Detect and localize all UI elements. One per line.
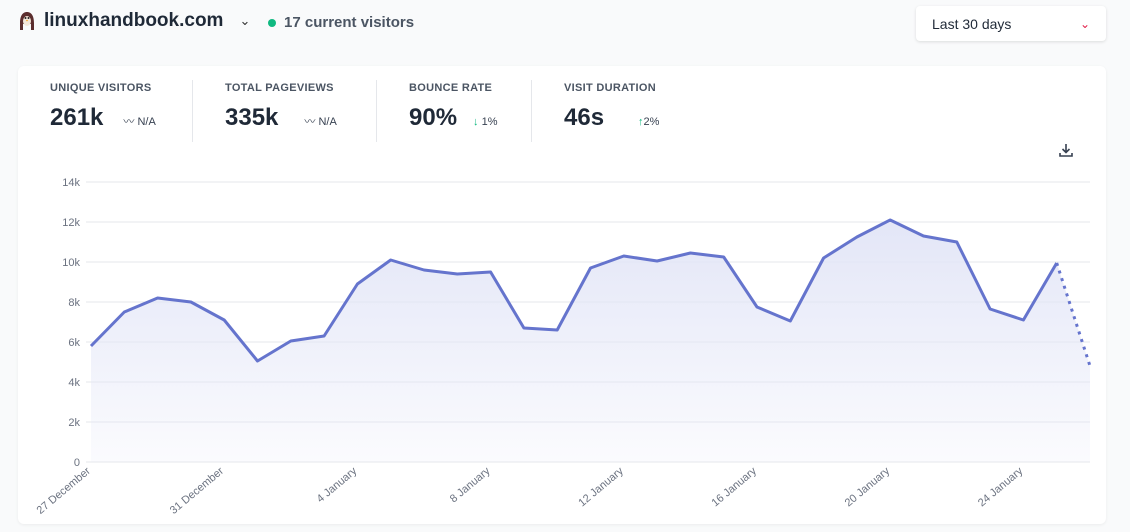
divider [376,80,377,142]
stat-value: 261k [50,104,104,131]
site-name: linuxhandbook.com [44,10,224,31]
divider [531,80,532,142]
stat-change: ↑2% [638,116,660,128]
stat-total-pageviews[interactable]: TOTAL PAGEVIEWS 335k 〰 N/A [225,82,337,144]
y-tick-label: 12k [62,217,80,229]
stat-label: TOTAL PAGEVIEWS [225,82,334,94]
arrow-down-icon: ↓ [473,116,479,128]
current-visitors: 17 current visitors [284,14,415,31]
stat-change: ↓ 1% [473,116,498,128]
x-tick-label: 8 January [448,465,493,506]
area-fill [91,220,1090,462]
y-tick-label: 8k [68,297,80,309]
incomplete-line-segment [1055,262,1092,367]
date-range-label: Last 30 days [932,15,1012,32]
stat-visit-duration[interactable]: VISIT DURATION 46s ↑2% [564,82,659,144]
stat-unique-visitors[interactable]: UNIQUE VISITORS 261k 〰 N/A [50,82,156,144]
stat-label: UNIQUE VISITORS [50,82,152,94]
y-tick-label: 14k [62,177,80,189]
y-tick-label: 6k [68,337,80,349]
x-tick-label: 27 December [35,465,94,517]
chevron-down-icon[interactable]: ⌄ [239,13,251,28]
x-tick-label: 4 January [315,465,360,506]
stat-value: 335k [225,104,279,131]
stat-bounce-rate[interactable]: BOUNCE RATE 90% ↓ 1% [409,82,498,144]
y-tick-label: 10k [62,257,80,269]
wave-icon: 〰 [123,116,135,128]
date-range-select[interactable]: Last 30 days ⌄ [916,6,1106,41]
x-tick-label: 24 January [976,465,1026,509]
stat-label: BOUNCE RATE [409,82,493,94]
arrow-up-icon: ↑ [638,116,644,128]
penguin-logo-icon [20,12,34,30]
site-switcher[interactable]: linuxhandbook.com ⌄ [18,10,250,32]
x-tick-label: 31 December [168,465,227,517]
stat-change: 〰 N/A [123,116,156,128]
divider [192,80,193,142]
stat-label: VISIT DURATION [564,82,656,94]
x-tick-label: 20 January [843,465,893,509]
y-tick-label: 4k [68,377,80,389]
current-visitors-link[interactable]: 17 current visitors [268,14,414,31]
y-tick-label: 0 [74,457,80,469]
wave-icon: 〰 [304,116,316,128]
stat-change: 〰 N/A [304,116,337,128]
visitors-line [89,218,1058,363]
stat-value: 90% [409,104,458,131]
download-icon[interactable] [1058,142,1074,158]
y-tick-label: 2k [68,417,80,429]
live-dot-icon [268,18,276,27]
chevron-down-icon: ⌄ [1079,16,1090,31]
x-tick-label: 12 January [576,465,626,509]
stat-value: 46s [564,104,605,131]
x-tick-label: 16 January [710,465,760,509]
